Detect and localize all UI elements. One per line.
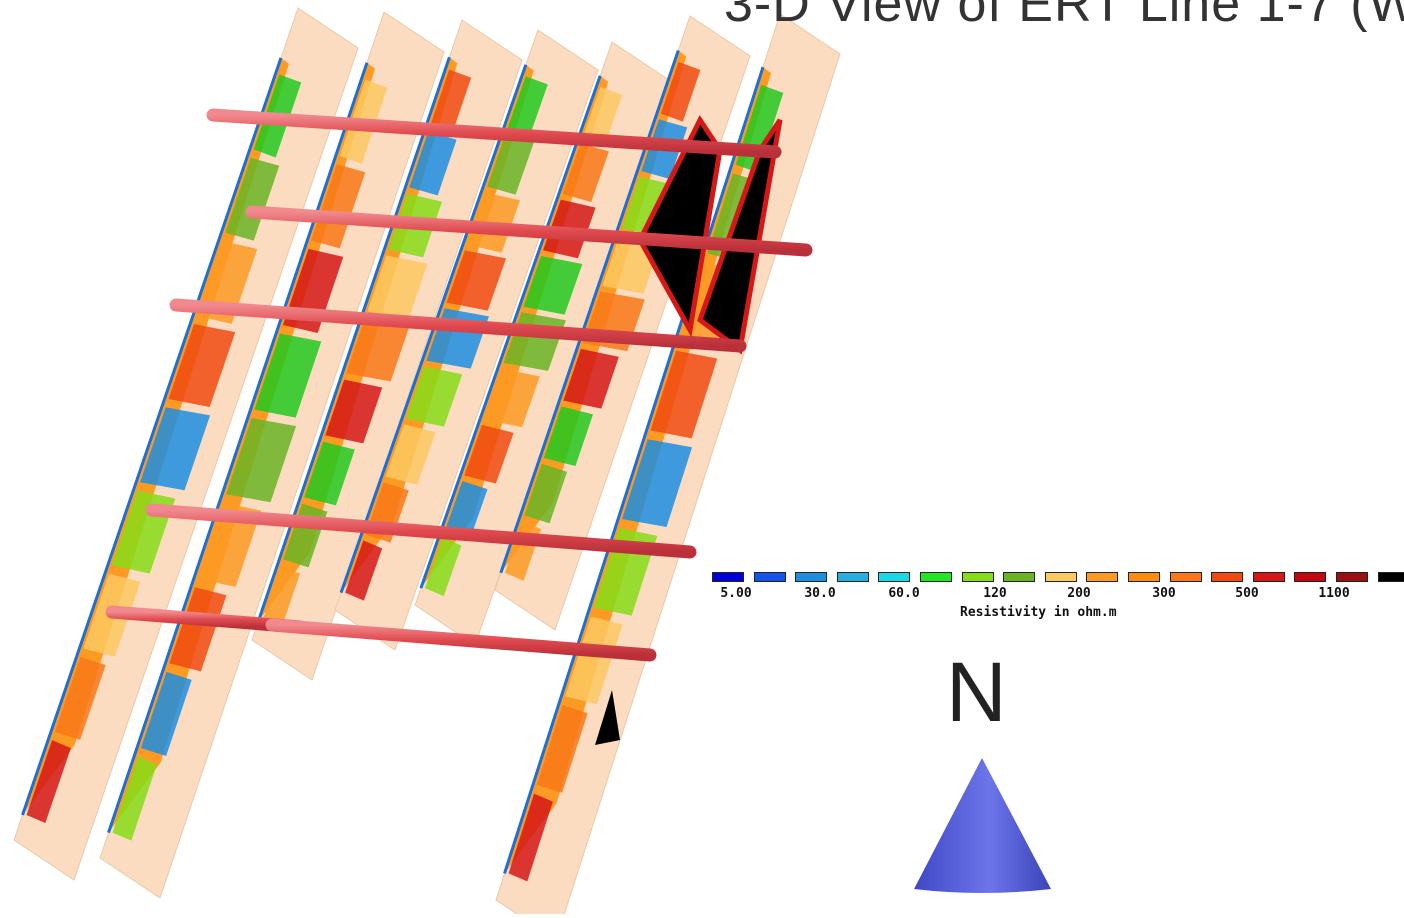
legend-swatch [1170,572,1202,582]
legend-swatch [1045,572,1077,582]
legend-swatch [712,572,744,582]
legend-swatch [1086,572,1118,582]
legend-swatch [1128,572,1160,582]
legend-swatch [837,572,869,582]
legend-tick: 300 [1152,586,1175,601]
legend-swatch [1336,572,1368,582]
page-title: 3-D View of ERT Line 1-7 (W [724,0,1404,34]
legend-title: Resistivity in ohm.m [960,605,1117,620]
legend-swatch [962,572,994,582]
legend-swatch [1294,572,1326,582]
legend-swatch [878,572,910,582]
legend-tick: 120 [983,586,1006,601]
legend-swatch [1211,572,1243,582]
legend-swatch [1378,572,1404,582]
legend-swatch [754,572,786,582]
legend-tick: 1100 [1318,586,1349,601]
legend-tick-labels: 5.00 30.0 60.0 120 200 300 500 1100 [712,586,1404,600]
legend-swatch [1003,572,1035,582]
resistivity-legend: 5.00 30.0 60.0 120 200 300 500 1100 Resi… [712,572,1404,632]
legend-tick: 30.0 [804,586,835,601]
legend-tick: 200 [1067,586,1090,601]
legend-swatches [712,572,1404,582]
north-arrow-icon [910,755,1055,895]
legend-tick: 60.0 [888,586,919,601]
north-label: N [946,650,1007,734]
legend-swatch [920,572,952,582]
legend-tick: 500 [1235,586,1258,601]
legend-swatch [795,572,827,582]
legend-tick: 5.00 [720,586,751,601]
legend-swatch [1253,572,1285,582]
